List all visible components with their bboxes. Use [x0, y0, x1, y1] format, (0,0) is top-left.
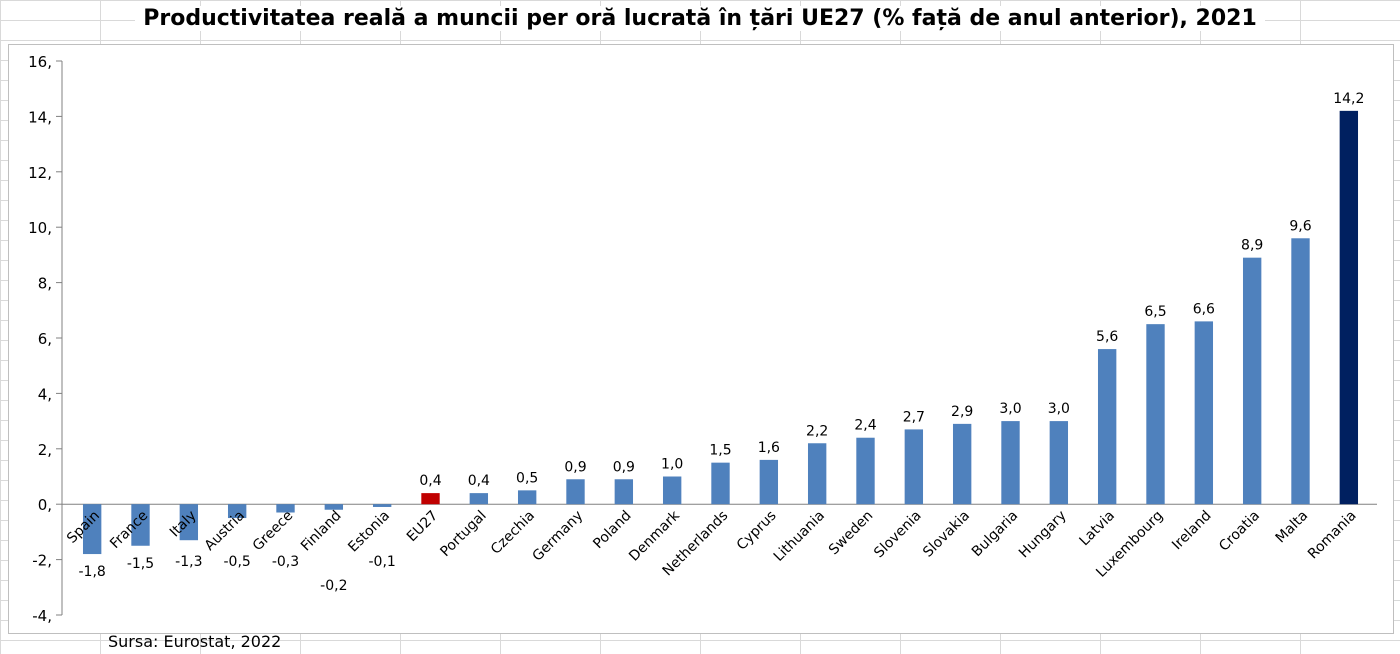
category-label-bulgaria: Bulgaria [969, 508, 1021, 560]
y-tick-label: 10, [28, 219, 52, 237]
bar-germany [566, 479, 585, 505]
category-label-estonia: Estonia [345, 508, 393, 556]
data-label-croatia: 8,9 [1241, 238, 1263, 254]
bar-romania [1339, 110, 1359, 505]
bar-italy [179, 504, 199, 541]
data-label-spain: -1,8 [79, 564, 106, 580]
category-label-czechia: Czechia [488, 508, 538, 558]
category-label-croatia: Croatia [1216, 508, 1263, 555]
data-label-estonia: -0,1 [369, 554, 396, 570]
data-label-latvia: 5,6 [1096, 329, 1118, 345]
bar-bulgaria [1001, 421, 1020, 505]
data-label-luxembourg: 6,5 [1144, 304, 1166, 320]
category-label-finland: Finland [298, 508, 345, 555]
data-label-romania: 14,2 [1333, 91, 1364, 107]
category-label-romania: Romania [1305, 508, 1360, 563]
source-note: Sursa: Eurostat, 2022 [108, 632, 282, 651]
data-label-hungary: 3,0 [1048, 401, 1070, 417]
category-label-eu27: EU27 [404, 508, 441, 545]
y-tick-label: -4, [32, 607, 52, 625]
category-label-hungary: Hungary [1016, 508, 1070, 562]
data-label-italy: -1,3 [175, 554, 202, 570]
data-label-slovakia: 2,9 [951, 404, 973, 420]
chart-title-text: Productivitatea reală a muncii per oră l… [135, 6, 1265, 31]
data-label-finland: -0,2 [320, 578, 347, 594]
y-tick-label: 16, [28, 53, 52, 71]
bar-chart: 16,14,12,10,8,6,4,2,0,-2,-4,-1,8Spain-1,… [28, 53, 1377, 625]
category-label-slovakia: Slovakia [920, 508, 973, 561]
bar-luxembourg [1146, 324, 1165, 505]
data-label-poland: 0,9 [613, 459, 635, 475]
bar-slovenia [904, 429, 924, 505]
y-tick-label: 6, [38, 330, 52, 348]
y-tick-label: 0, [38, 496, 52, 514]
bar-finland [324, 504, 344, 510]
bar-hungary [1049, 421, 1069, 505]
category-label-poland: Poland [590, 508, 634, 552]
bar-sweden [856, 437, 875, 505]
category-label-sweden: Sweden [826, 508, 876, 558]
y-tick-label: 8, [38, 275, 52, 293]
bar-cyprus [759, 459, 779, 505]
data-label-greece: -0,3 [272, 554, 299, 570]
category-label-cyprus: Cyprus [734, 508, 780, 554]
chart-area[interactable]: 16, 14, 12, 10, 8, 6, 4, 2, 0, -2, -4, -1,8 Spain -1,… [8, 44, 1394, 634]
data-label-cyprus: 1,6 [758, 440, 780, 456]
category-label-malta: Malta [1273, 508, 1312, 547]
bar-poland [614, 479, 634, 505]
data-label-france: -1,5 [127, 556, 154, 572]
bar-ireland [1194, 321, 1214, 505]
data-label-malta: 9,6 [1289, 218, 1311, 234]
bar-estonia [372, 504, 392, 507]
data-label-ireland: 6,6 [1193, 301, 1215, 317]
y-tick-label: 2, [38, 441, 52, 459]
bar-lithuania [807, 443, 827, 505]
category-label-lithuania: Lithuania [771, 508, 828, 565]
y-tick-label: -2, [32, 552, 52, 570]
bar-malta [1291, 238, 1310, 505]
category-label-slovenia: Slovenia [871, 508, 924, 561]
bar-denmark [662, 476, 682, 505]
bar-slovakia [952, 423, 972, 505]
category-label-portugal: Portugal [437, 508, 489, 560]
data-label-austria: -0,5 [224, 554, 251, 570]
data-label-lithuania: 2,2 [806, 423, 828, 439]
category-label-ireland: Ireland [1169, 508, 1215, 554]
data-label-slovenia: 2,7 [903, 409, 925, 425]
category-label-germany: Germany [530, 508, 587, 565]
bar-croatia [1242, 257, 1262, 505]
bar-netherlands [711, 462, 730, 505]
chart-title: Productivitatea reală a muncii per oră l… [0, 6, 1400, 31]
bar-latvia [1097, 349, 1117, 505]
bar-spain [82, 504, 102, 555]
data-label-denmark: 1,0 [661, 457, 683, 473]
category-label-latvia: Latvia [1077, 508, 1118, 549]
data-label-portugal: 0,4 [468, 473, 490, 489]
category-label-greece: Greece [250, 508, 297, 555]
bar-czechia [517, 490, 537, 505]
data-label-germany: 0,9 [564, 459, 586, 475]
bar-austria [227, 504, 247, 519]
data-label-czechia: 0,5 [516, 470, 538, 486]
bar-eu27 [421, 493, 440, 505]
data-label-eu27: 0,4 [419, 473, 441, 489]
bar-france [131, 504, 150, 546]
y-tick-label: 14, [28, 108, 52, 126]
bar-greece [276, 504, 295, 513]
data-label-sweden: 2,4 [854, 418, 876, 434]
bar-portugal [469, 493, 489, 505]
category-label-austria: Austria [202, 508, 248, 554]
y-tick-label: 12, [28, 164, 52, 182]
data-label-bulgaria: 3,0 [999, 401, 1021, 417]
data-label-netherlands: 1,5 [709, 443, 731, 459]
y-tick-label: 4, [38, 385, 52, 403]
